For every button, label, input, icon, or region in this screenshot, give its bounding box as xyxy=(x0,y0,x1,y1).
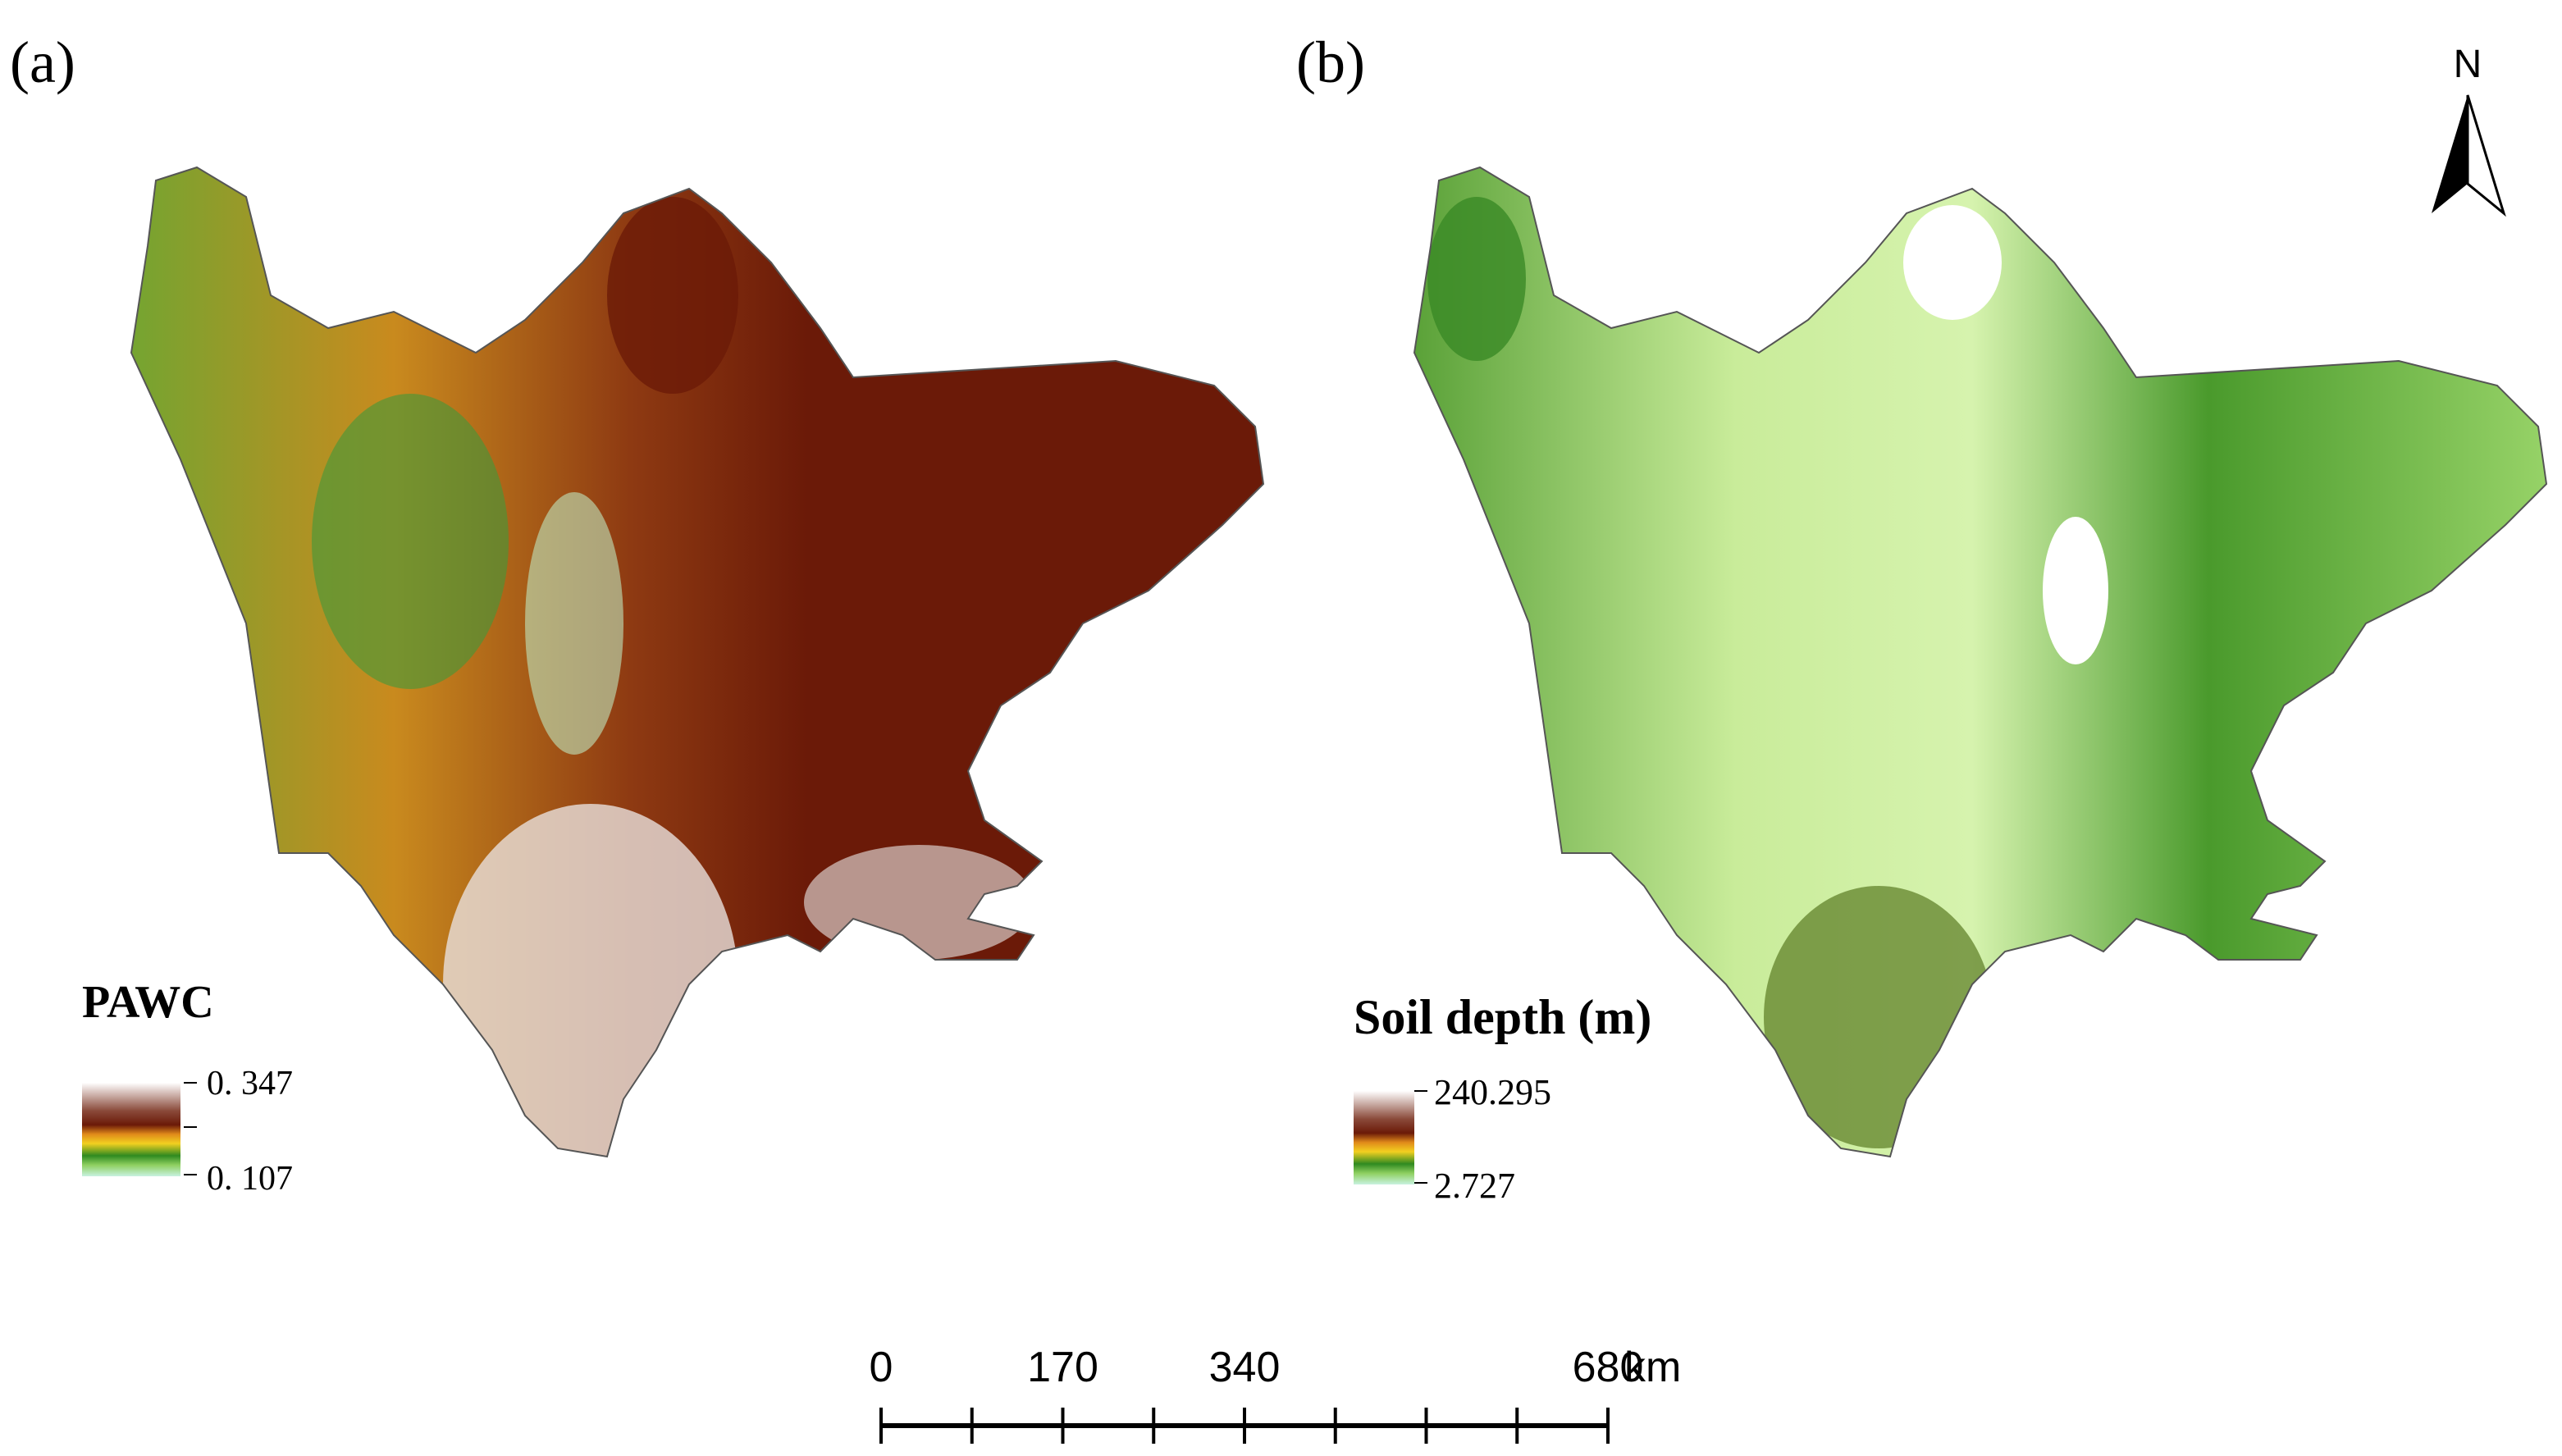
scale-bar xyxy=(879,1408,1610,1444)
scale-label: 170 xyxy=(1027,1344,1098,1391)
north-label: N xyxy=(2454,43,2482,86)
scale-unit: km xyxy=(1624,1344,1681,1391)
panel-label: (a) xyxy=(10,30,75,95)
legend-ramp xyxy=(82,1083,180,1176)
legend-ramp xyxy=(1354,1091,1414,1184)
legend-max: 0. 347 xyxy=(207,1065,293,1102)
scale-label: 680 xyxy=(1573,1344,1644,1391)
legend-title: Soil depth (m) xyxy=(1354,990,1651,1044)
legend-max: 240.295 xyxy=(1434,1072,1551,1112)
legend-min: 2.727 xyxy=(1434,1166,1515,1206)
panel-label: (b) xyxy=(1296,30,1365,95)
legend-title: PAWC xyxy=(82,977,214,1028)
map-a xyxy=(130,167,1264,1157)
north-arrow xyxy=(2432,94,2506,217)
legend-min: 0. 107 xyxy=(207,1160,293,1198)
scale-label: 0 xyxy=(870,1344,893,1391)
scale-label: 340 xyxy=(1209,1344,1281,1391)
